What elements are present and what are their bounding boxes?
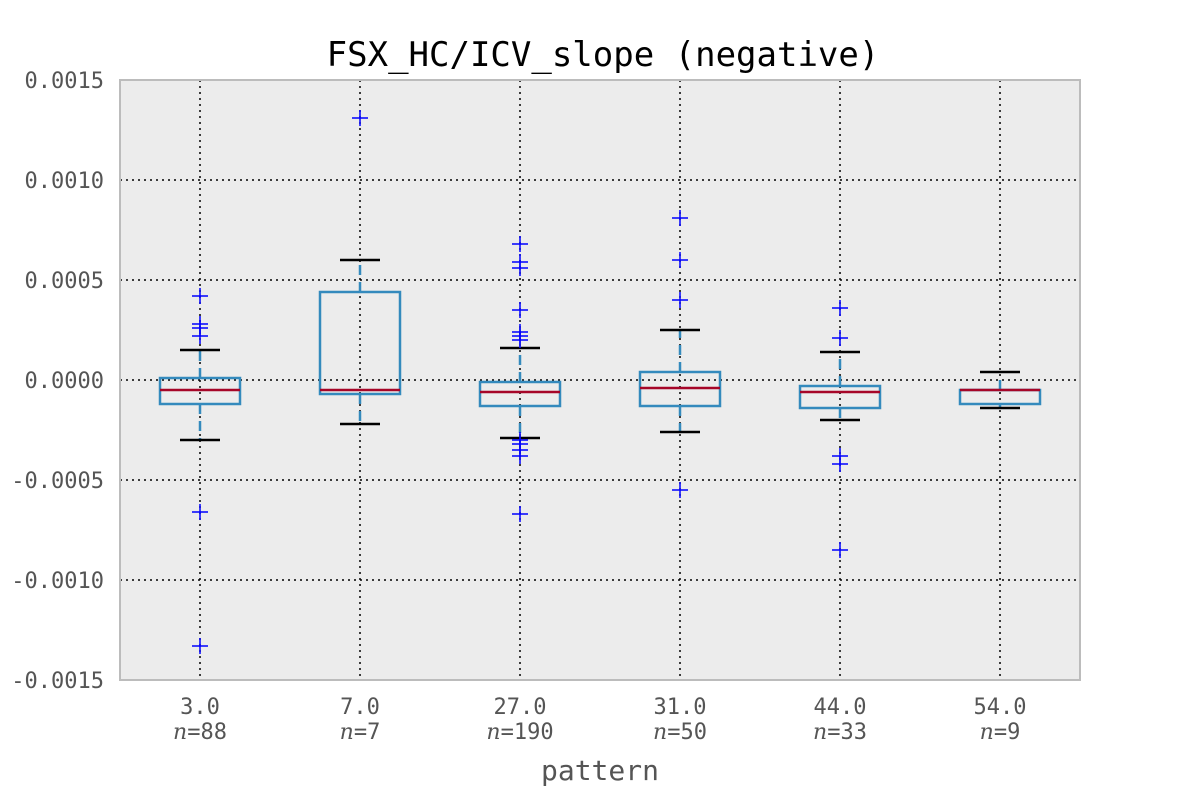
y-tick-label: 0.0000 — [25, 369, 104, 394]
sample-size-label: n=33 — [813, 720, 867, 745]
y-tick-label: -0.0015 — [11, 669, 104, 694]
axis-labels: -0.0015 -0.0010 -0.0005 0.0000 0.0005 0.0010 0… — [11, 69, 1026, 745]
iqr-box — [798, 384, 882, 410]
x-tick-label: 27.0 — [494, 695, 547, 720]
x-tick-label: 7.0 — [340, 695, 380, 720]
box-44.0 — [798, 300, 882, 558]
y-tick-label: -0.0005 — [11, 469, 104, 494]
outlier-point — [512, 448, 528, 464]
y-tick-label: 0.0005 — [25, 269, 104, 294]
box-54.0 — [958, 370, 1042, 410]
sample-size-label: n=190 — [486, 720, 553, 745]
outlier-point — [512, 506, 528, 522]
chart-title: FSX_HC/ICV_slope (negative) — [327, 35, 880, 75]
box-3.0 — [158, 288, 242, 654]
x-axis-label: pattern — [541, 754, 659, 787]
outlier-point — [192, 638, 208, 654]
box-27.0 — [478, 236, 562, 522]
y-tick-label: -0.0010 — [11, 569, 104, 594]
outlier-point — [832, 330, 848, 346]
sample-size-label: n=7 — [340, 720, 381, 745]
outlier-point — [512, 302, 528, 318]
iqr-box — [318, 290, 402, 396]
outlier-point — [352, 110, 368, 126]
outlier-point — [832, 456, 848, 472]
outlier-point — [192, 504, 208, 520]
y-tick-label: 0.0010 — [25, 169, 104, 194]
outlier-point — [672, 482, 688, 498]
box-7.0 — [318, 110, 402, 426]
box-series — [158, 110, 1042, 654]
sample-size-label: n=9 — [980, 720, 1021, 745]
outlier-point — [832, 300, 848, 316]
y-tick-label: 0.0015 — [25, 69, 104, 94]
box-31.0 — [638, 210, 722, 498]
plot-frame — [119, 79, 1081, 681]
outlier-point — [512, 332, 528, 348]
outlier-point — [672, 292, 688, 308]
x-tick-label: 31.0 — [654, 695, 707, 720]
outlier-point — [192, 328, 208, 344]
x-tick-label: 54.0 — [974, 695, 1027, 720]
outlier-point — [192, 288, 208, 304]
x-tick-label: 44.0 — [814, 695, 867, 720]
outlier-point — [512, 260, 528, 276]
sample-size-label: n=88 — [173, 720, 227, 745]
x-tick-label: 3.0 — [180, 695, 220, 720]
outlier-point — [672, 210, 688, 226]
outlier-point — [672, 252, 688, 268]
sample-size-label: n=50 — [653, 720, 707, 745]
outlier-point — [832, 542, 848, 558]
iqr-box — [478, 380, 562, 408]
outlier-point — [512, 236, 528, 252]
